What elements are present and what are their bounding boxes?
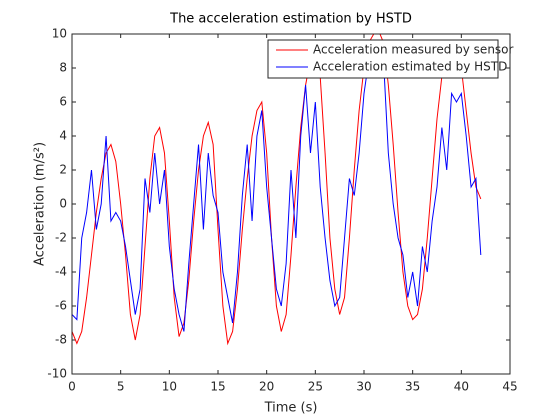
- y-tick-label: 10: [52, 27, 67, 41]
- y-tick-label: -8: [55, 333, 67, 347]
- x-tick-label: 25: [308, 380, 323, 394]
- y-tick-label: 2: [59, 163, 67, 177]
- x-tick-label: 10: [162, 380, 177, 394]
- x-tick-label: 15: [210, 380, 225, 394]
- data-line: [72, 34, 482, 346]
- plot-frame: [71, 33, 511, 375]
- x-tick-label: 40: [454, 380, 469, 394]
- x-tick-label: 35: [405, 380, 420, 394]
- y-tick-label: 4: [59, 129, 67, 143]
- data-line: [72, 57, 482, 332]
- y-tick-label: -6: [55, 299, 67, 313]
- x-tick-label: 45: [502, 380, 517, 394]
- y-tick-label: -2: [55, 231, 67, 245]
- chart-title: The acceleration estimation by HSTD: [169, 12, 412, 27]
- legend-label: Acceleration measured by sensor: [313, 43, 514, 57]
- x-tick-label: 0: [68, 380, 76, 394]
- x-tick-label: 5: [117, 380, 125, 394]
- y-tick-label: -10: [47, 367, 67, 381]
- x-tick-label: 20: [259, 380, 274, 394]
- y-tick-label: 8: [59, 61, 67, 75]
- y-tick-label: -4: [55, 265, 67, 279]
- y-tick-label: 6: [59, 95, 67, 109]
- y-tick-label: 0: [59, 197, 67, 211]
- legend-label: Acceleration estimated by HSTD: [313, 60, 507, 74]
- x-tick-label: 30: [356, 380, 371, 394]
- legend-box: [267, 39, 499, 79]
- y-axis-label: Acceleration (m/s²): [33, 142, 48, 266]
- x-axis-label: Time (s): [264, 401, 318, 416]
